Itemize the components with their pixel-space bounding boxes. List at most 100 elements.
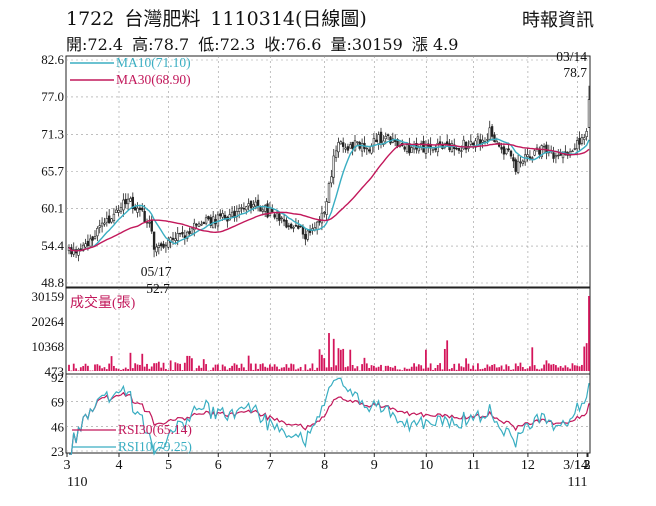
candle-body <box>278 213 281 221</box>
candle-body <box>493 134 496 142</box>
ma10-line <box>68 138 590 252</box>
candle <box>103 217 106 227</box>
candle <box>242 202 246 212</box>
candle-body <box>259 207 262 212</box>
volume-bar <box>455 369 458 371</box>
volume-bar <box>77 370 80 371</box>
candle <box>554 152 558 164</box>
volume-bar <box>94 364 96 371</box>
volume-bar <box>188 355 191 371</box>
candle <box>240 204 243 214</box>
candle-body <box>136 207 139 213</box>
candle-body <box>193 222 196 231</box>
legend-RSI30: RSI30(65.14) <box>118 422 192 437</box>
candle <box>145 218 149 228</box>
candle <box>84 238 87 249</box>
candle-body <box>266 203 269 218</box>
candle <box>268 202 272 217</box>
candle <box>292 225 295 233</box>
candle <box>337 137 340 158</box>
candle <box>587 85 591 128</box>
volume-bar <box>226 369 229 371</box>
high-annotation-value: 78.7 <box>563 65 587 80</box>
candle <box>159 241 163 251</box>
volume-bar <box>550 364 553 371</box>
x-tick-label: 3 <box>584 458 591 473</box>
candle-body <box>587 99 591 128</box>
candle-body <box>178 232 182 235</box>
volume-bar <box>377 366 380 371</box>
volume-bar <box>365 363 368 371</box>
candle <box>429 137 432 156</box>
quote-volume: 量:30159 <box>330 35 403 54</box>
candle-body <box>152 231 156 250</box>
volume-bar <box>195 368 198 371</box>
candle-body <box>171 237 175 240</box>
candle-body <box>360 143 364 152</box>
volume-bar <box>228 367 231 371</box>
candle <box>282 213 286 227</box>
candle-body <box>500 147 503 150</box>
candle-body <box>469 140 473 145</box>
volume-bar <box>524 369 527 371</box>
candle-body <box>98 225 101 228</box>
candle <box>327 181 331 204</box>
candle <box>150 215 153 234</box>
candle-body <box>330 176 333 184</box>
volume-bar <box>98 365 101 371</box>
candle <box>552 146 555 163</box>
volume-bar <box>484 367 486 371</box>
rsi-tick-label: 46 <box>51 419 65 434</box>
volume-bar <box>153 363 155 371</box>
low-annotation-date: 05/17 <box>141 264 172 279</box>
volume-bar <box>408 368 411 371</box>
candle <box>493 132 496 143</box>
rsi10-line <box>69 377 590 456</box>
volume-bar <box>432 369 434 371</box>
volume-bar <box>410 366 413 371</box>
price-tick-label: 60.1 <box>41 200 64 215</box>
candle <box>363 136 366 153</box>
candle-body <box>403 146 406 150</box>
volume-bar <box>533 365 536 371</box>
volume-bar <box>165 368 167 371</box>
volume-bar <box>391 367 394 371</box>
candle <box>185 230 189 242</box>
volume-bar <box>469 368 472 371</box>
candle-body <box>119 207 123 212</box>
candle-body <box>292 227 295 229</box>
volume-bar <box>488 366 491 371</box>
candle-body <box>155 246 158 253</box>
candle <box>311 223 314 235</box>
quote-high: 高:78.7 <box>132 35 190 54</box>
candle <box>512 153 515 169</box>
volume-bar <box>521 367 524 371</box>
volume-bar <box>304 364 307 371</box>
candle <box>542 143 546 154</box>
candle-body <box>254 201 257 207</box>
candle-body <box>164 244 168 247</box>
candle <box>519 156 522 168</box>
volume-bar <box>519 362 522 371</box>
candle <box>573 143 577 151</box>
volume-bar <box>434 368 437 371</box>
volume-bar <box>330 367 333 371</box>
candle <box>386 133 390 141</box>
candle-body <box>242 208 246 210</box>
candle-body <box>273 214 276 218</box>
candle-body <box>91 236 94 241</box>
volume-bar <box>278 369 281 371</box>
candle-body <box>457 148 461 151</box>
candle <box>568 148 572 158</box>
volume-bar <box>110 356 113 371</box>
candle <box>256 194 260 212</box>
candle-body <box>72 249 75 255</box>
volume-bar <box>394 365 397 371</box>
candle-body <box>516 160 520 173</box>
candle <box>412 140 416 154</box>
candle-body <box>341 142 345 147</box>
candle-body <box>261 209 265 212</box>
candle-body <box>174 238 177 241</box>
candle-body <box>188 231 191 234</box>
